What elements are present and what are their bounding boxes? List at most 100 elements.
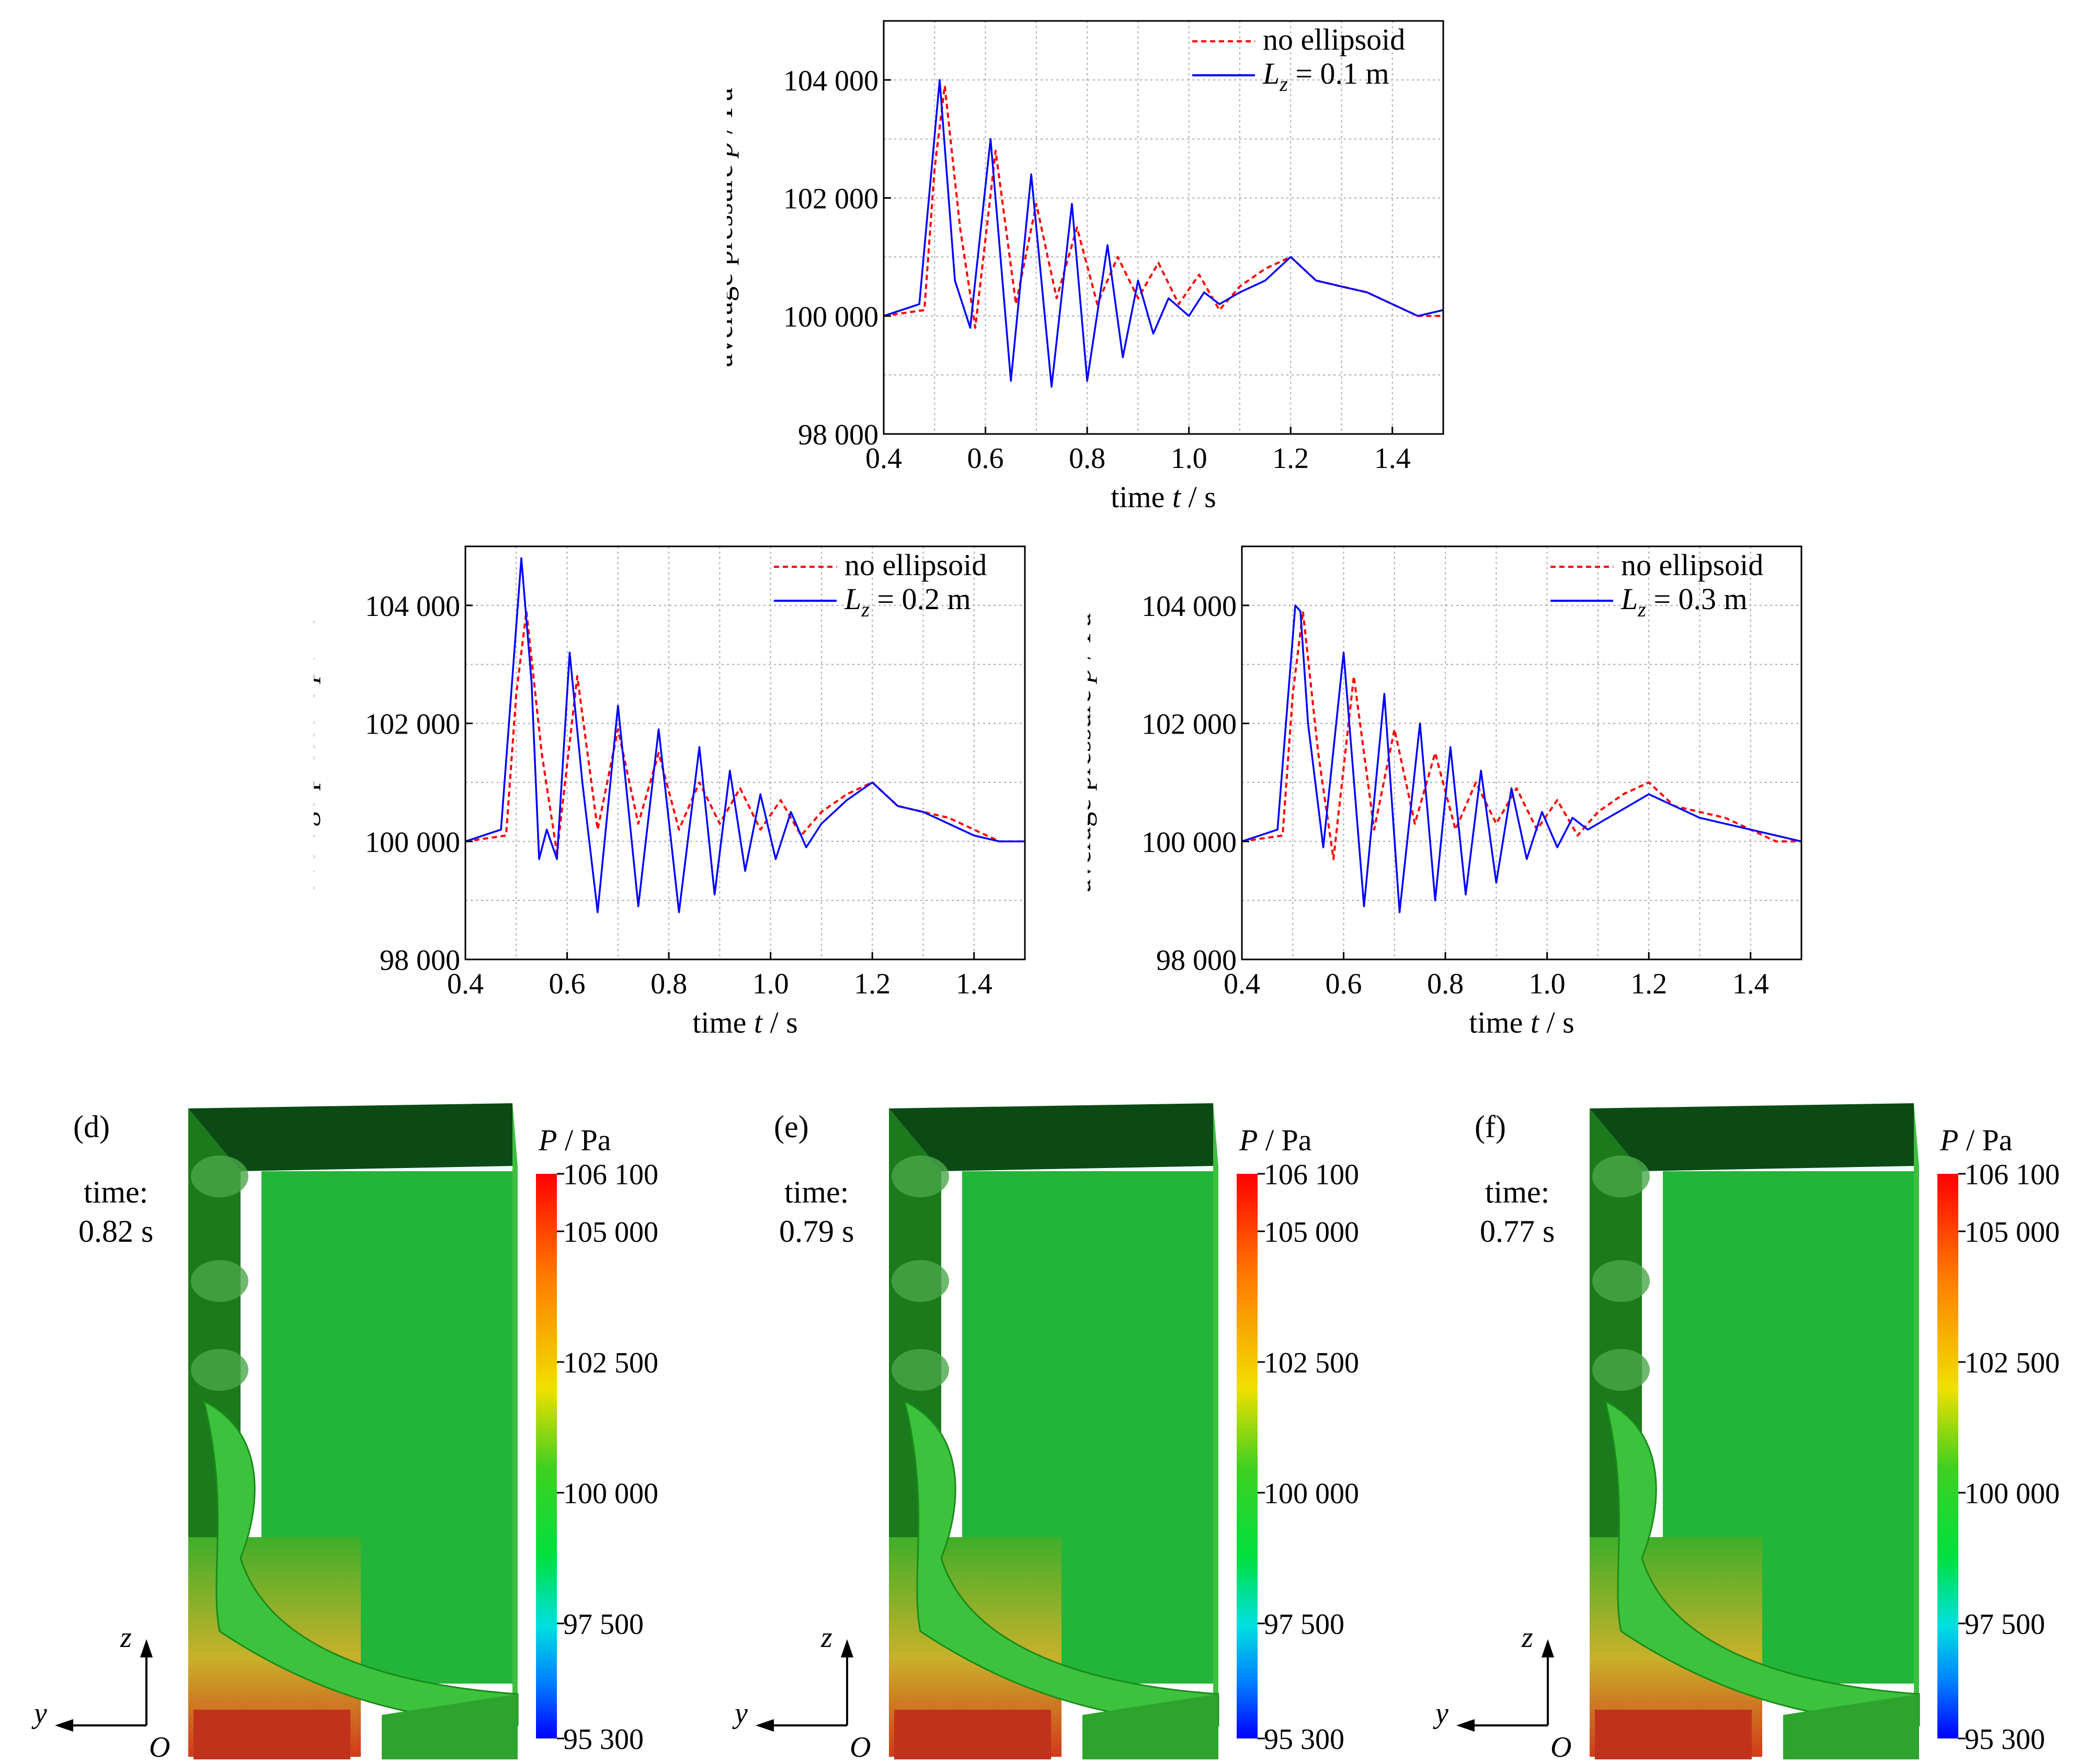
colorbar-tick-label: 102 500 xyxy=(563,1347,658,1379)
x-tick-label: 1.2 xyxy=(1272,442,1309,475)
y-arrowhead xyxy=(1456,1719,1475,1732)
colorbar-tick-label: 97 500 xyxy=(1264,1608,1344,1641)
panel-caption: (e) xyxy=(774,1109,809,1144)
colorbar-label: P / Pa xyxy=(538,1123,611,1157)
colorbar xyxy=(1237,1174,1258,1738)
colorbar-tick-label: 100 000 xyxy=(1264,1478,1359,1510)
x-tick-label: 0.8 xyxy=(1069,442,1105,475)
y-tick-label: 100 000 xyxy=(365,826,460,859)
time-label: time: xyxy=(784,1175,849,1209)
surface-blob xyxy=(1592,1155,1650,1197)
legend-label: Lz = 0.2 m xyxy=(844,582,971,621)
time-label: time: xyxy=(84,1175,148,1209)
y-axis-label: y xyxy=(1433,1697,1448,1730)
x-tick-label: 1.0 xyxy=(1529,968,1566,1000)
x-axis-label: time t / s xyxy=(692,1005,797,1039)
x-tick-label: 1.0 xyxy=(1171,442,1207,475)
plot-frame xyxy=(883,20,1444,435)
x-tick-label: 0.4 xyxy=(1224,968,1260,1000)
y-tick-label: 100 000 xyxy=(783,301,878,333)
box-edge xyxy=(1213,1103,1218,1757)
y-arrowhead xyxy=(756,1719,774,1732)
x-tick-label: 0.8 xyxy=(1427,968,1464,1000)
x-tick-label: 0.4 xyxy=(447,968,484,1000)
time-label: time: xyxy=(1485,1175,1549,1209)
z-axis-label: z xyxy=(120,1621,132,1654)
colorbar-tick-label: 100 000 xyxy=(563,1478,658,1510)
time-value: 0.77 s xyxy=(1480,1214,1555,1249)
z-axis-label: z xyxy=(1521,1621,1533,1654)
series-line-no-ellipsoid xyxy=(465,610,1025,854)
floor-block xyxy=(1783,1694,1919,1762)
colorbar-tick-label: 106 100 xyxy=(563,1159,658,1191)
colorbar-label: P / Pa xyxy=(1939,1123,2013,1157)
panel-caption: (d) xyxy=(73,1109,110,1144)
bottom-block xyxy=(193,1710,350,1762)
colorbar-tick-label: 100 000 xyxy=(1965,1478,2060,1510)
origin-label: O xyxy=(1550,1731,1571,1759)
y-tick-label: 102 000 xyxy=(365,708,460,741)
colorbar-tick-label: 105 000 xyxy=(563,1216,658,1249)
surface-blob xyxy=(892,1349,949,1391)
box-top-face xyxy=(188,1103,512,1171)
series-line-no-ellipsoid xyxy=(883,85,1443,329)
y-tick-label: 104 000 xyxy=(783,65,878,97)
legend-label: Lz = 0.3 m xyxy=(1620,582,1748,621)
y-axis-label: average pressure p̄ / Pa xyxy=(314,613,321,893)
colorbar-tick-label: 95 300 xyxy=(1965,1723,2045,1756)
y-tick-label: 98 000 xyxy=(380,944,460,977)
colorbar-tick-label: 102 500 xyxy=(1965,1347,2060,1379)
y-tick-label: 102 000 xyxy=(783,183,878,215)
x-tick-label: 0.6 xyxy=(967,442,1004,475)
bottom-block xyxy=(894,1710,1051,1762)
colorbar-tick-label: 102 500 xyxy=(1264,1347,1359,1379)
x-tick-label: 0.4 xyxy=(865,442,902,475)
x-tick-label: 0.6 xyxy=(549,968,586,1000)
legend-label: no ellipsoid xyxy=(844,548,987,582)
y-axis-label: y xyxy=(31,1697,47,1730)
legend-label: no ellipsoid xyxy=(1263,22,1405,56)
colorbar-tick-label: 105 000 xyxy=(1264,1216,1359,1249)
x-tick-label: 1.4 xyxy=(956,968,992,1000)
x-tick-label: 1.0 xyxy=(752,968,789,1000)
surface-blob xyxy=(892,1155,949,1197)
y-axis-label: y xyxy=(732,1697,748,1730)
y-tick-label: 100 000 xyxy=(1142,826,1237,859)
colorbar-label: P / Pa xyxy=(1239,1123,1312,1157)
y-tick-label: 104 000 xyxy=(1142,590,1237,623)
z-arrowhead xyxy=(841,1639,853,1657)
colorbar-tick-label: 105 000 xyxy=(1965,1216,2060,1249)
time-value: 0.82 s xyxy=(78,1214,153,1249)
box-edge xyxy=(512,1103,518,1757)
series-line-no-ellipsoid xyxy=(1241,610,1801,861)
colorbar xyxy=(536,1174,557,1738)
series-line-ellipsoid xyxy=(465,557,1025,913)
surface-blob xyxy=(191,1349,248,1391)
origin-label: O xyxy=(850,1731,871,1759)
origin-label: O xyxy=(149,1731,170,1759)
panel-caption: (f) xyxy=(1475,1109,1506,1144)
colorbar-tick-label: 106 100 xyxy=(1264,1159,1359,1191)
z-arrowhead xyxy=(140,1639,153,1657)
colorbar-tick-label: 95 300 xyxy=(1264,1723,1344,1756)
box-top-face xyxy=(1590,1103,1914,1171)
x-tick-label: 0.8 xyxy=(650,968,687,1000)
y-tick-label: 98 000 xyxy=(798,419,878,451)
surface-blob xyxy=(191,1155,248,1197)
floor-block xyxy=(1082,1694,1218,1762)
y-tick-label: 102 000 xyxy=(1142,708,1237,741)
y-tick-label: 104 000 xyxy=(365,590,460,623)
time-value: 0.79 s xyxy=(779,1214,854,1249)
series-line-ellipsoid xyxy=(1241,604,1802,913)
colorbar-tick-label: 97 500 xyxy=(1965,1608,2045,1641)
y-tick-label: 98 000 xyxy=(1156,944,1237,977)
surface-blob xyxy=(1592,1349,1650,1391)
